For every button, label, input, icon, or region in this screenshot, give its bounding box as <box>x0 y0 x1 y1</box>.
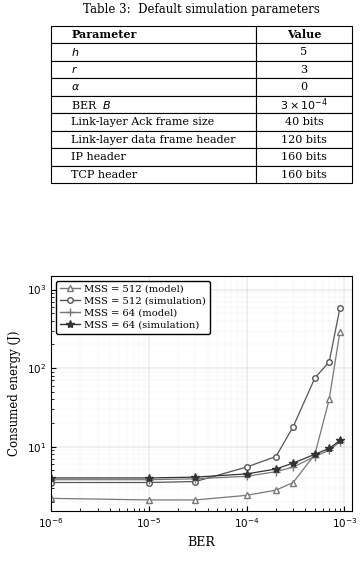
MSS = 512 (simulation) <box>338 305 342 311</box>
MSS = 64 (model) <box>244 473 249 479</box>
MSS = 512 (model) <box>274 487 278 493</box>
MSS = 512 (simulation) <box>274 453 278 460</box>
MSS = 64 (simulation) <box>49 474 53 481</box>
Line: MSS = 512 (model): MSS = 512 (model) <box>48 329 343 503</box>
MSS = 512 (model) <box>147 497 151 504</box>
MSS = 512 (simulation) <box>49 479 53 486</box>
MSS = 64 (simulation) <box>291 460 295 466</box>
Line: MSS = 512 (simulation): MSS = 512 (simulation) <box>48 305 343 485</box>
MSS = 512 (model) <box>244 492 249 498</box>
Legend: MSS = 512 (model), MSS = 512 (simulation), MSS = 64 (model), MSS = 64 (simulatio: MSS = 512 (model), MSS = 512 (simulation… <box>56 280 210 334</box>
MSS = 512 (simulation) <box>193 478 197 485</box>
MSS = 512 (simulation) <box>327 359 331 365</box>
MSS = 512 (model) <box>291 479 295 486</box>
MSS = 512 (model) <box>193 497 197 504</box>
MSS = 64 (simulation) <box>274 466 278 473</box>
Y-axis label: Consumed energy (J): Consumed energy (J) <box>8 331 21 456</box>
Line: MSS = 64 (simulation): MSS = 64 (simulation) <box>47 436 344 482</box>
MSS = 64 (simulation) <box>147 474 151 481</box>
MSS = 512 (model) <box>327 396 331 403</box>
MSS = 64 (model) <box>274 468 278 475</box>
X-axis label: BER: BER <box>188 536 215 549</box>
MSS = 64 (model) <box>313 453 317 460</box>
MSS = 64 (simulation) <box>244 470 249 477</box>
MSS = 64 (simulation) <box>327 445 331 452</box>
Line: MSS = 64 (model): MSS = 64 (model) <box>47 438 344 484</box>
MSS = 64 (model) <box>49 477 53 483</box>
MSS = 64 (model) <box>291 464 295 470</box>
MSS = 512 (simulation) <box>147 479 151 486</box>
MSS = 512 (model) <box>338 328 342 335</box>
MSS = 512 (simulation) <box>244 464 249 470</box>
MSS = 512 (model) <box>313 451 317 457</box>
Text: Table 3:  Default simulation parameters: Table 3: Default simulation parameters <box>83 3 320 16</box>
MSS = 64 (model) <box>338 438 342 445</box>
MSS = 64 (simulation) <box>313 451 317 457</box>
MSS = 64 (model) <box>327 447 331 454</box>
MSS = 64 (model) <box>147 477 151 483</box>
MSS = 512 (simulation) <box>291 423 295 430</box>
MSS = 64 (simulation) <box>338 437 342 444</box>
MSS = 512 (model) <box>49 495 53 502</box>
MSS = 512 (simulation) <box>313 374 317 381</box>
MSS = 64 (model) <box>193 475 197 482</box>
MSS = 64 (simulation) <box>193 474 197 481</box>
